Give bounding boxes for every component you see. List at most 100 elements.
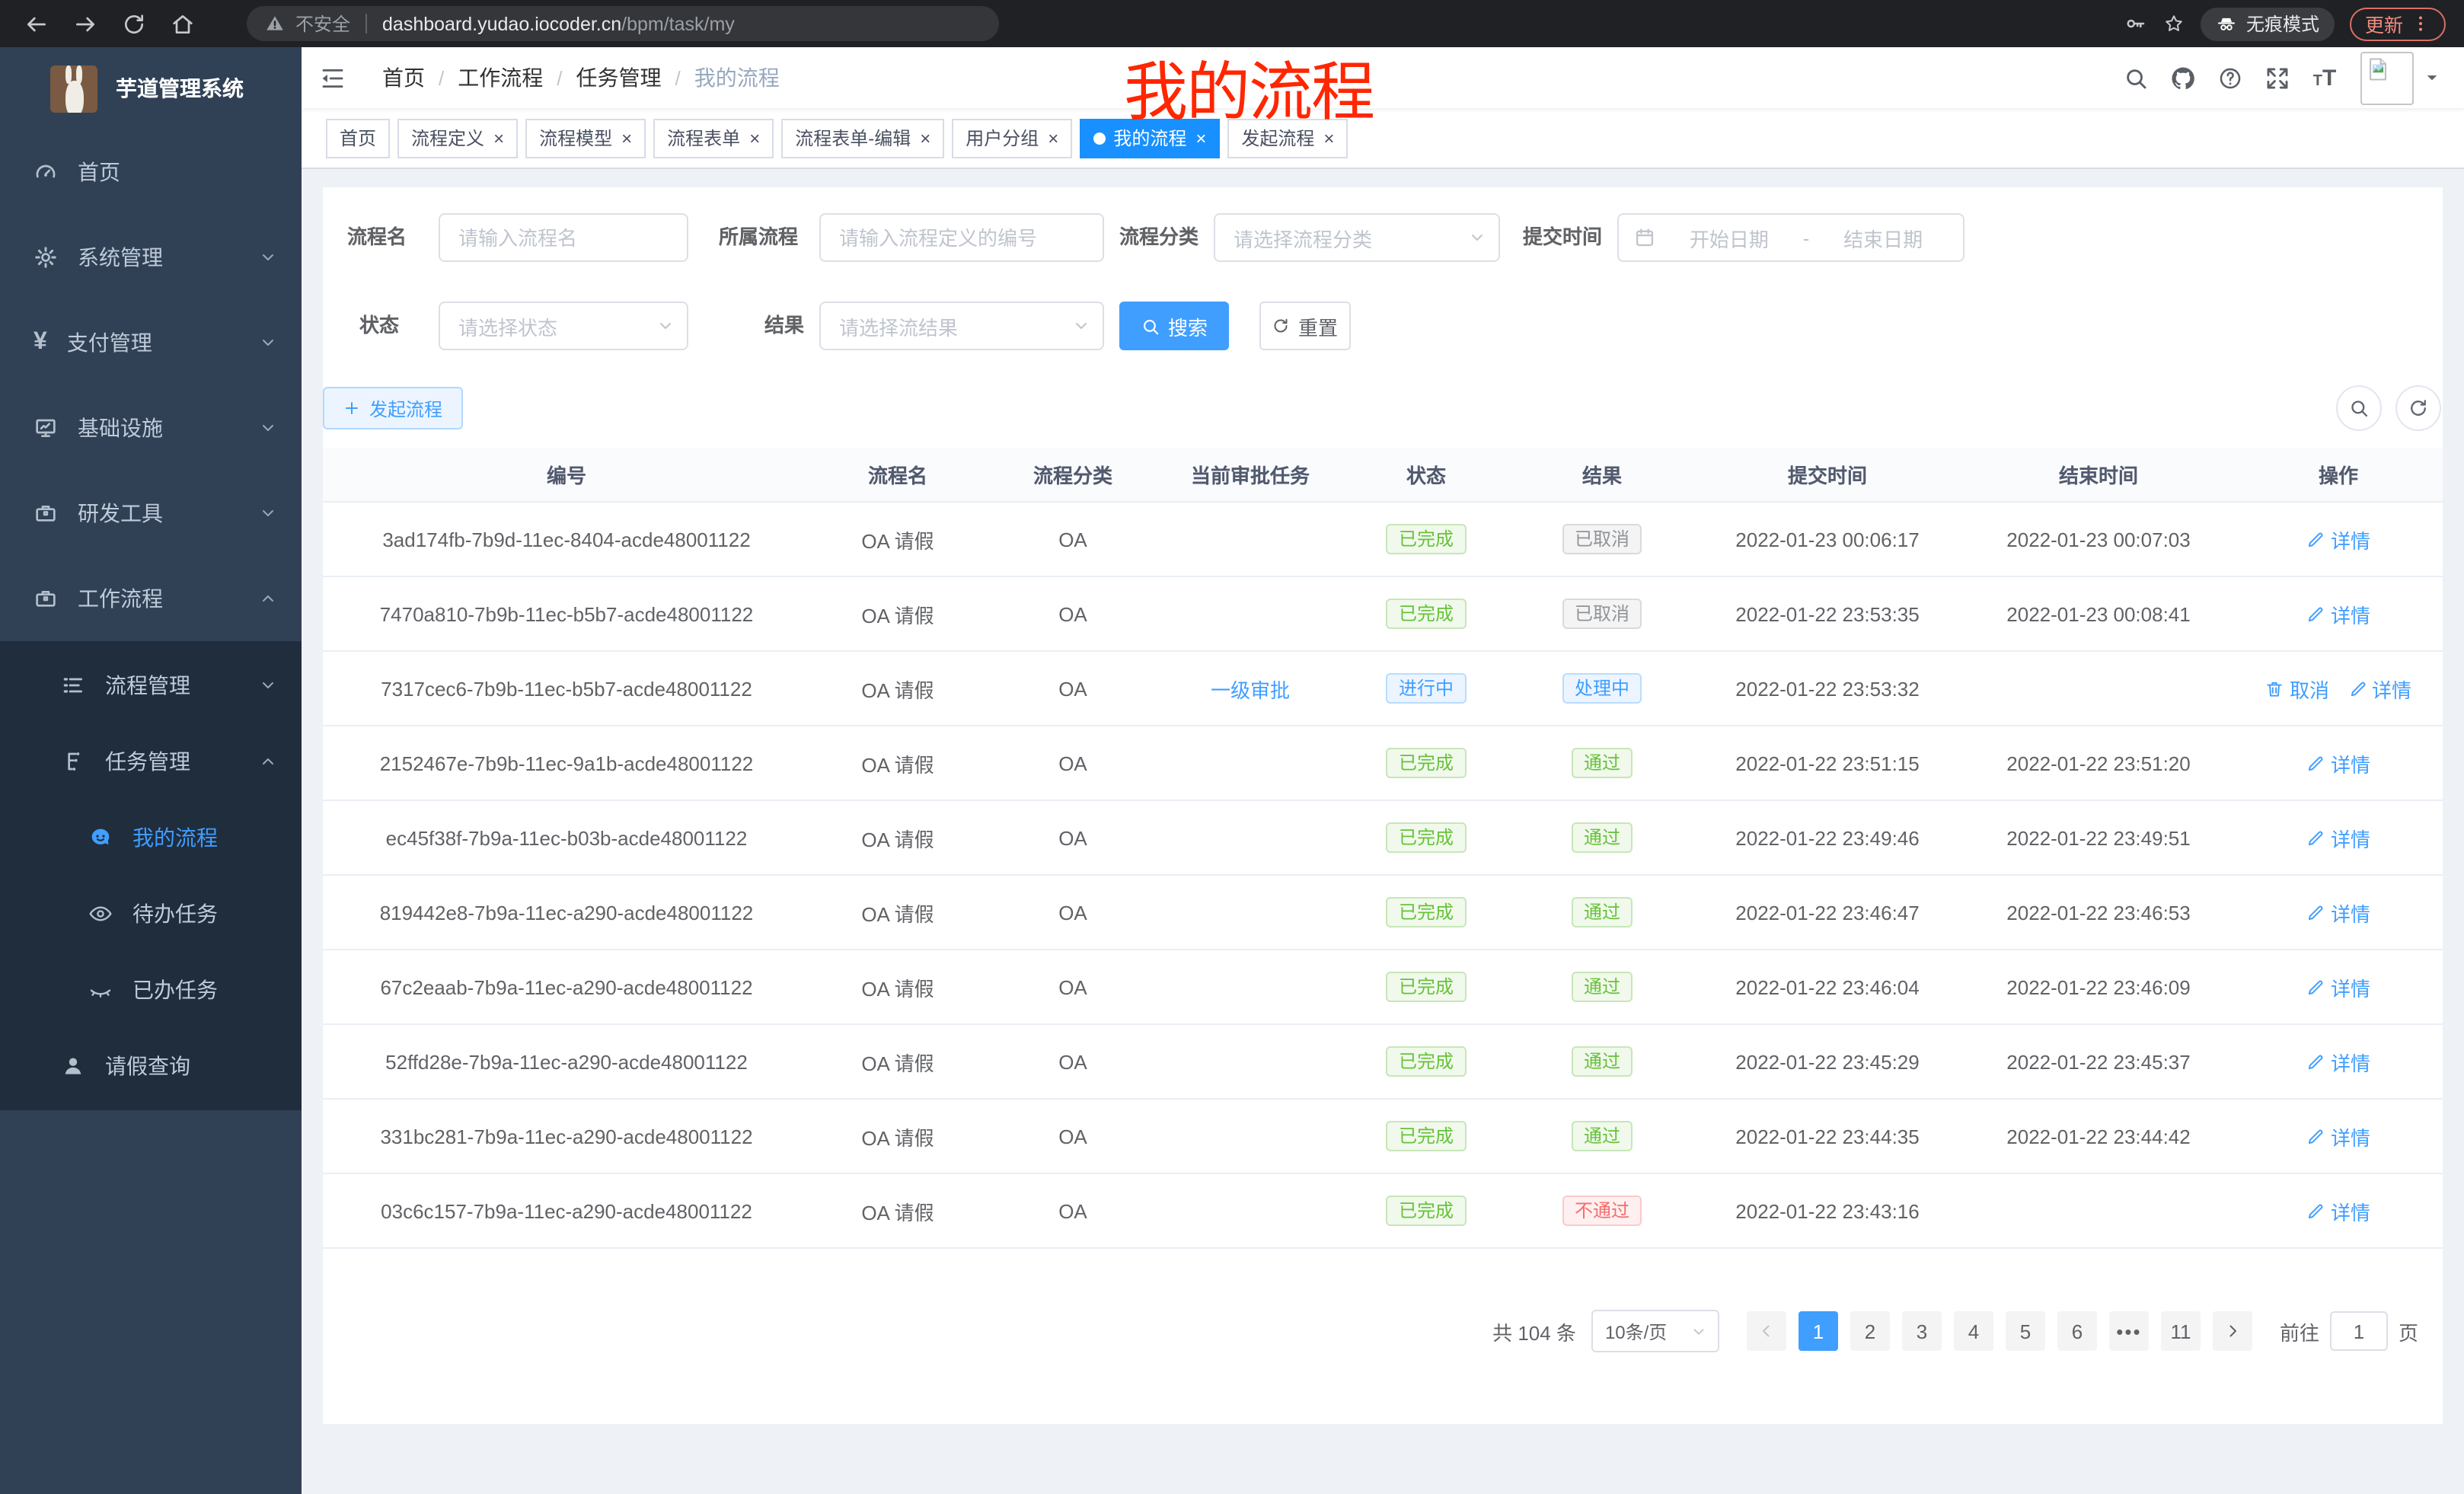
close-tab-icon[interactable]: × <box>749 127 761 148</box>
page-2[interactable]: 2 <box>1850 1311 1890 1351</box>
current-task-link[interactable]: 一级审批 <box>1210 678 1290 701</box>
goto-page: 前往 页 <box>2280 1311 2418 1351</box>
not-secure-label: 不安全 <box>295 14 351 35</box>
page-6[interactable]: 6 <box>2057 1311 2097 1351</box>
action-详情[interactable]: 详情 <box>2306 1122 2370 1151</box>
table-search-toggle-button[interactable] <box>2336 385 2382 431</box>
avatar-dropdown-caret-icon[interactable] <box>2424 70 2440 85</box>
help-icon[interactable] <box>2207 65 2254 91</box>
page-11[interactable]: 11 <box>2160 1311 2201 1351</box>
tab-我的流程[interactable]: 我的流程 × <box>1080 118 1221 158</box>
action-详情[interactable]: 详情 <box>2306 599 2370 628</box>
user-avatar[interactable] <box>2360 51 2414 104</box>
font-size-icon[interactable]: TT <box>2312 65 2337 91</box>
goto-page-input[interactable] <box>2329 1311 2388 1351</box>
browser-reload-icon[interactable] <box>110 11 158 36</box>
action-详情[interactable]: 详情 <box>2306 823 2370 852</box>
bookmark-star-icon[interactable] <box>2162 12 2185 35</box>
category-select[interactable]: 请选择流程分类 <box>1214 213 1500 262</box>
sidebar-item-首页[interactable]: 首页 <box>0 129 302 215</box>
tab-首页[interactable]: 首页 <box>326 118 391 158</box>
breadcrumb-workflow[interactable]: 工作流程 <box>458 65 544 90</box>
close-tab-icon[interactable]: × <box>1048 127 1059 148</box>
close-tab-icon[interactable]: × <box>621 127 633 148</box>
action-label: 详情 <box>2330 902 2370 925</box>
status-select[interactable]: 请选择状态 <box>439 302 688 350</box>
action-详情[interactable]: 详情 <box>2306 1196 2370 1225</box>
cell-submit-time: 2022-01-22 23:53:32 <box>1735 677 1920 700</box>
sidebar-logo[interactable]: 芋道管理系统 <box>0 47 302 129</box>
sidebar-item-请假查询[interactable]: 请假查询 <box>0 1028 302 1104</box>
action-详情[interactable]: 详情 <box>2306 1047 2370 1076</box>
page-more-icon[interactable]: ••• <box>2108 1311 2149 1351</box>
action-详情[interactable]: 详情 <box>2306 525 2370 554</box>
tab-流程模型[interactable]: 流程模型 × <box>525 118 646 158</box>
sidebar-collapse-icon[interactable] <box>320 65 346 91</box>
github-icon[interactable] <box>2159 65 2207 91</box>
sidebar-item-流程管理[interactable]: 流程管理 <box>0 647 302 723</box>
action-详情[interactable]: 详情 <box>2306 898 2370 927</box>
cell-process-name: OA 请假 <box>861 977 934 1000</box>
chrome-update-button[interactable]: 更新 <box>2349 7 2446 40</box>
action-取消[interactable]: 取消 <box>2265 674 2329 703</box>
sidebar-item-待办任务[interactable]: 待办任务 <box>0 876 302 952</box>
tab-流程表单[interactable]: 流程表单 × <box>653 118 774 158</box>
close-tab-icon[interactable]: × <box>1323 127 1335 148</box>
password-key-icon[interactable] <box>2124 12 2147 35</box>
browser-back-icon[interactable] <box>12 11 61 36</box>
sidebar-item-我的流程[interactable]: 我的流程 <box>0 800 302 876</box>
close-tab-icon[interactable]: × <box>920 127 931 148</box>
cell-end-time: 2022-01-22 23:45:37 <box>2006 1050 2191 1073</box>
table-row: 52ffd28e-7b9a-11ec-a290-acde48001122 OA 请… <box>323 1025 2443 1100</box>
process-name-input[interactable] <box>439 213 688 262</box>
sidebar-item-任务管理[interactable]: 任务管理 <box>0 723 302 800</box>
sidebar-item-研发工具[interactable]: 研发工具 <box>0 471 302 556</box>
page-3[interactable]: 3 <box>1901 1311 1942 1351</box>
action-详情[interactable]: 详情 <box>2306 972 2370 1001</box>
browser-toolbar: 不安全 dashboard.yudao.iocoder.cn /bpm/task… <box>0 0 2464 47</box>
sidebar-item-已办任务[interactable]: 已办任务 <box>0 952 302 1028</box>
fullscreen-icon[interactable] <box>2254 65 2301 91</box>
row-actions: 详情 <box>2306 749 2370 777</box>
tab-流程表单-编辑[interactable]: 流程表单-编辑 × <box>781 118 945 158</box>
action-详情[interactable]: 详情 <box>2306 749 2370 777</box>
chevron-down-icon <box>259 334 277 352</box>
table-refresh-button[interactable] <box>2395 385 2441 431</box>
sidebar-item-系统管理[interactable]: 系统管理 <box>0 215 302 300</box>
page-size-select[interactable]: 10条/页 <box>1591 1310 1719 1352</box>
page-4[interactable]: 4 <box>1953 1311 1993 1351</box>
cell-status: 已完成 <box>1340 1196 1512 1226</box>
address-bar[interactable]: 不安全 dashboard.yudao.iocoder.cn /bpm/task… <box>247 6 999 41</box>
search-button[interactable]: 搜索 <box>1119 302 1229 350</box>
page-5[interactable]: 5 <box>2005 1311 2045 1351</box>
submit-time-range-picker[interactable]: 开始日期 - 结束日期 <box>1617 213 1964 262</box>
cell-category: OA <box>1058 528 1087 551</box>
browser-home-icon[interactable] <box>158 11 207 36</box>
tab-发起流程[interactable]: 发起流程 × <box>1227 118 1348 158</box>
tab-流程定义[interactable]: 流程定义 × <box>397 118 519 158</box>
page-1[interactable]: 1 <box>1798 1311 1838 1351</box>
next-page-button[interactable] <box>2212 1311 2252 1351</box>
sidebar-item-支付管理[interactable]: ¥ 支付管理 <box>0 300 302 385</box>
sidebar-item-基础设施[interactable]: 基础设施 <box>0 385 302 471</box>
cell-status: 已完成 <box>1340 748 1512 778</box>
row-actions: 详情 <box>2306 599 2370 628</box>
start-process-button[interactable]: 发起流程 <box>323 387 463 429</box>
reset-button[interactable]: 重置 <box>1259 302 1351 350</box>
action-label: 取消 <box>2289 678 2329 701</box>
action-详情[interactable]: 详情 <box>2348 674 2411 703</box>
sidebar-item-工作流程[interactable]: 工作流程 <box>0 556 302 641</box>
close-tab-icon[interactable]: × <box>1195 127 1207 148</box>
breadcrumb-home[interactable]: 首页 <box>382 65 425 90</box>
tab-用户分组[interactable]: 用户分组 × <box>952 118 1073 158</box>
close-tab-icon[interactable]: × <box>493 127 505 148</box>
parent-process-input[interactable] <box>819 213 1104 262</box>
cell-submit-time: 2022-01-22 23:51:15 <box>1735 752 1920 774</box>
cell-end-time: 2022-01-22 23:49:51 <box>2006 826 2191 849</box>
browser-forward-icon[interactable] <box>61 11 110 36</box>
prev-page-button[interactable] <box>1746 1311 1786 1351</box>
browser-menu-kebab-icon[interactable] <box>2411 14 2430 34</box>
result-select[interactable]: 请选择流结果 <box>819 302 1104 350</box>
breadcrumb-task-mgmt[interactable]: 任务管理 <box>576 65 662 90</box>
header-search-icon[interactable] <box>2112 65 2159 91</box>
